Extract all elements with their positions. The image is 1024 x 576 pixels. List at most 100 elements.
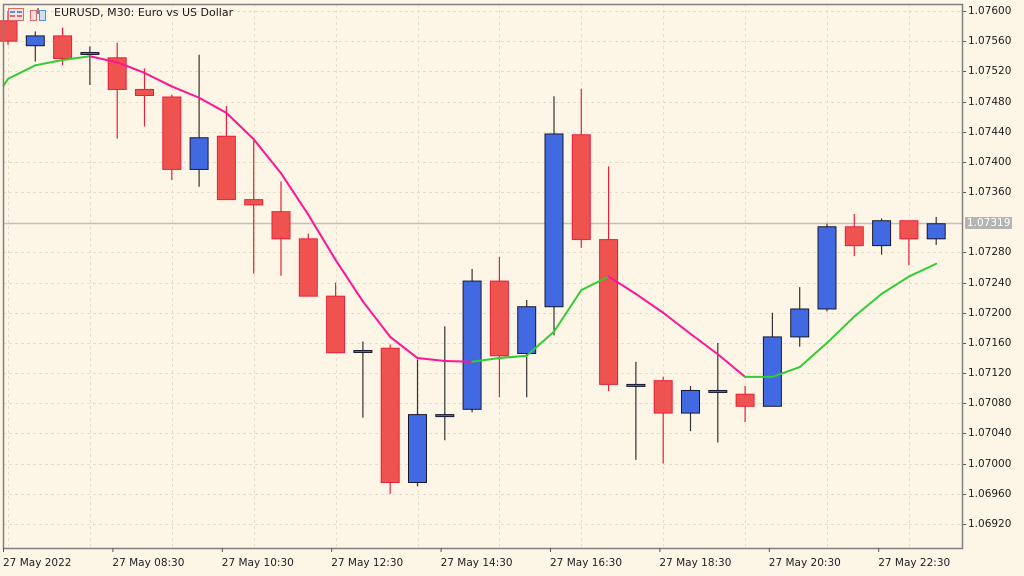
moving-average-segment bbox=[853, 292, 883, 318]
moving-average-segment bbox=[280, 172, 310, 216]
moving-average-segment bbox=[689, 332, 719, 356]
moving-average-segment bbox=[416, 357, 446, 363]
candle-body bbox=[80, 51, 100, 55]
price-label: 1.07000 bbox=[968, 457, 1012, 470]
price-label: 1.07160 bbox=[968, 336, 1012, 349]
chart-frame bbox=[2, 3, 964, 550]
candle-body bbox=[489, 280, 509, 357]
candle-body bbox=[135, 88, 154, 96]
candle-body bbox=[380, 347, 400, 483]
price-label: 1.07600 bbox=[968, 5, 1012, 17]
candle-body bbox=[53, 35, 73, 60]
candle-body bbox=[544, 133, 564, 308]
candle-body bbox=[926, 223, 946, 240]
candle-body bbox=[25, 35, 45, 47]
chart-title-bar: EURUSD, M30: Euro vs US Dollar bbox=[8, 6, 234, 21]
candle-body bbox=[216, 135, 236, 201]
time-label: 27 May 14:30 bbox=[440, 557, 513, 569]
price-label: 1.06960 bbox=[968, 487, 1012, 500]
price-label: 1.07240 bbox=[968, 276, 1012, 289]
moving-average-segment bbox=[826, 315, 856, 344]
time-label: 27 May 20:30 bbox=[768, 557, 841, 569]
moving-average-segment bbox=[307, 213, 337, 261]
moving-average-segment bbox=[88, 55, 119, 64]
price-label: 1.07120 bbox=[968, 367, 1012, 380]
price-label: 1.07040 bbox=[968, 427, 1012, 440]
time-label: 27 May 08:30 bbox=[112, 557, 185, 569]
price-label: 1.06920 bbox=[968, 517, 1012, 530]
moving-average-segment bbox=[553, 289, 583, 333]
candle-body bbox=[244, 199, 264, 206]
candle-body bbox=[408, 414, 427, 484]
moving-average-segment bbox=[361, 300, 392, 338]
price-label: 1.07200 bbox=[968, 306, 1012, 319]
price-label: 1.07400 bbox=[968, 155, 1012, 168]
moving-average-segment bbox=[580, 275, 610, 292]
moving-average-segment bbox=[498, 354, 528, 360]
moving-average-segment bbox=[798, 341, 828, 369]
moving-average-segment bbox=[143, 71, 173, 88]
time-label: 27 May 22:30 bbox=[878, 557, 951, 569]
candle-body bbox=[353, 349, 373, 353]
candle-body bbox=[790, 308, 810, 338]
candle-body bbox=[571, 134, 591, 241]
candle-body bbox=[762, 336, 782, 407]
moving-average-segment bbox=[170, 85, 201, 99]
price-label: 1.07480 bbox=[968, 95, 1012, 108]
moving-average-segment bbox=[634, 292, 665, 314]
moving-average-segment bbox=[716, 353, 747, 378]
time-label: 27 May 12:30 bbox=[331, 557, 404, 569]
moving-average-segment bbox=[225, 111, 255, 141]
moving-average-segment bbox=[525, 330, 555, 357]
moving-average-segment bbox=[116, 61, 146, 74]
time-label: 27 May 18:30 bbox=[659, 557, 732, 569]
candle-body bbox=[435, 414, 455, 418]
time-label: 27 May 2022 bbox=[3, 557, 72, 569]
chart-title: EURUSD, M30: Euro vs US Dollar bbox=[54, 6, 234, 19]
chart-properties-icon[interactable] bbox=[30, 6, 46, 21]
moving-average-segment bbox=[471, 357, 501, 363]
window-list-icon[interactable] bbox=[8, 6, 24, 21]
candle-body bbox=[708, 389, 728, 393]
candle-body bbox=[735, 393, 755, 407]
moving-average-segment bbox=[662, 311, 692, 335]
candle-body bbox=[817, 226, 837, 310]
price-label: 1.07560 bbox=[968, 35, 1012, 48]
moving-average-segment bbox=[198, 96, 228, 114]
candle-body bbox=[599, 239, 619, 385]
moving-average-segment bbox=[334, 258, 364, 303]
candle-body bbox=[162, 96, 182, 170]
candle-body bbox=[107, 57, 127, 90]
candle-body bbox=[681, 389, 700, 414]
candle-body bbox=[271, 211, 291, 240]
time-label: 27 May 16:30 bbox=[550, 557, 623, 569]
candle-body bbox=[517, 306, 537, 354]
candle-body bbox=[653, 380, 673, 414]
candle-body bbox=[899, 220, 919, 240]
candle-body bbox=[844, 226, 864, 247]
moving-average-segment bbox=[7, 64, 37, 80]
candle-body bbox=[872, 220, 892, 247]
moving-average-segment bbox=[907, 262, 938, 278]
candle-body bbox=[0, 20, 18, 42]
plot-area bbox=[3, 4, 962, 548]
candle-body bbox=[326, 295, 346, 354]
moving-average-segment bbox=[443, 360, 474, 363]
moving-average-segment bbox=[252, 138, 282, 175]
price-label: 1.07520 bbox=[968, 65, 1012, 78]
current-price-label: 1.07319 bbox=[965, 216, 1013, 229]
moving-average-segment bbox=[389, 335, 419, 360]
candle-body bbox=[626, 383, 646, 387]
moving-average-segment bbox=[61, 55, 91, 62]
moving-average-segment bbox=[34, 59, 64, 67]
time-label: 27 May 10:30 bbox=[221, 557, 294, 569]
price-label: 1.07440 bbox=[968, 125, 1012, 138]
candle-body bbox=[462, 280, 482, 410]
moving-average-segment bbox=[607, 275, 637, 295]
moving-average-segment bbox=[880, 275, 910, 295]
candle-body bbox=[189, 137, 209, 170]
price-label: 1.07280 bbox=[968, 246, 1012, 259]
candle-body bbox=[298, 238, 318, 297]
price-label: 1.07360 bbox=[968, 186, 1012, 199]
